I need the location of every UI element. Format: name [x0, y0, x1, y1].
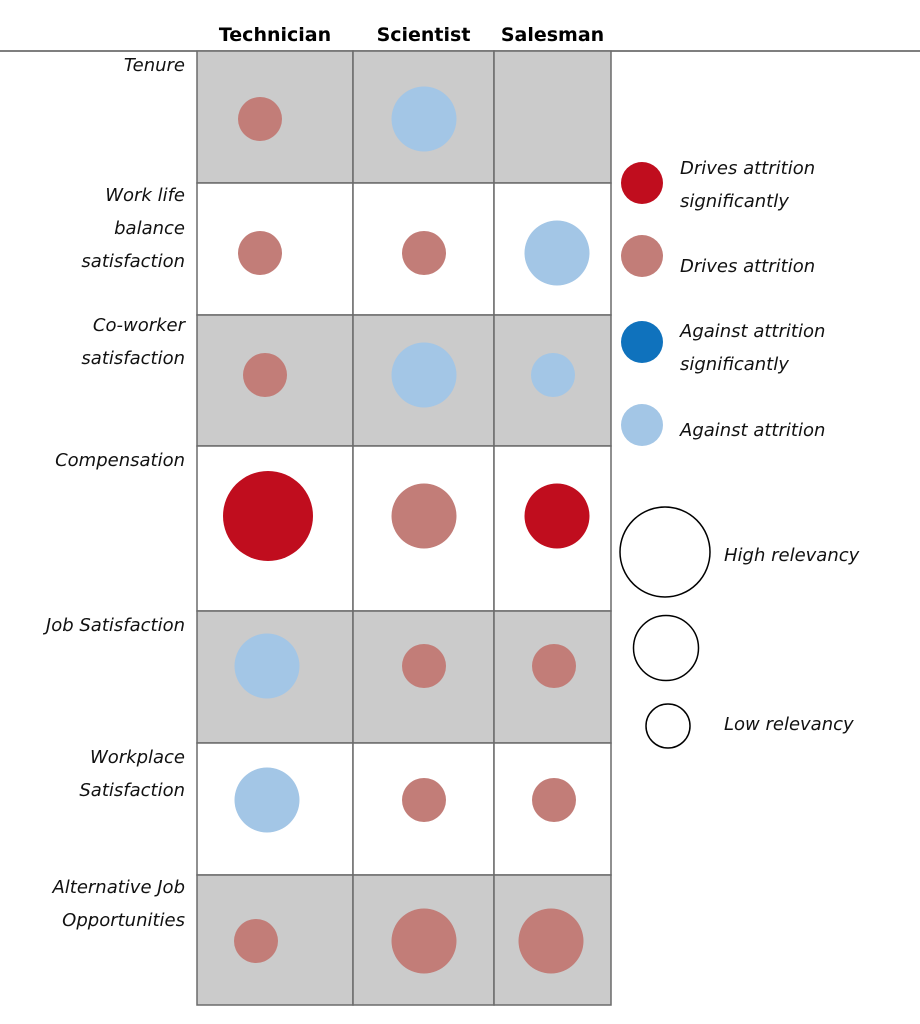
legend-size-low [645, 703, 691, 749]
row-label-line: Alternative Job [51, 877, 185, 898]
row-label-line: Co-worker [93, 315, 187, 336]
matrix-bubbles [223, 86, 590, 974]
bubble-job-satisfaction-scientist [402, 644, 446, 688]
row-label-tenure: Tenure [124, 55, 185, 76]
legend-label-drives: Drives attrition [680, 256, 815, 277]
bubble-alternative-job-opportunities-technician [234, 919, 278, 963]
column-header-technician: Technician [219, 24, 331, 46]
bubble-workplace-satisfaction-salesman [532, 778, 576, 822]
legend-label-against-significantly: Against attrition significantly [679, 321, 825, 375]
row-label-line: Satisfaction [79, 780, 185, 801]
row-label-co-worker-satisfaction: Co-worker satisfaction [81, 315, 186, 369]
legend-label-line: significantly [680, 354, 789, 375]
legend-swatch-drives-significantly [621, 162, 663, 204]
row-label-line: Work life [105, 185, 185, 206]
cell-tenure-salesman [493, 50, 612, 184]
legend-swatch-drives [621, 235, 663, 277]
legend-label-line: Against attrition [679, 321, 825, 342]
bubble-job-satisfaction-salesman [532, 644, 576, 688]
bubble-compensation-salesman [524, 483, 590, 549]
legend-label-against: Against attrition [679, 420, 825, 441]
column-header-salesman: Salesman [501, 24, 604, 46]
legend-label-drives-significantly: Drives attrition significantly [680, 158, 815, 212]
column-headers: Technician Scientist Salesman [219, 24, 604, 46]
row-label-workplace-satisfaction: Workplace Satisfaction [79, 747, 185, 801]
legend-size-label-very-high: High relevancy [724, 545, 860, 566]
legend-swatch-against [621, 404, 663, 446]
bubble-work-life-balance-satisfaction-salesman [524, 220, 590, 286]
row-label-alternative-job-opportunities: Alternative Job Opportunities [51, 877, 185, 931]
bubble-alternative-job-opportunities-scientist [391, 908, 457, 974]
bubble-workplace-satisfaction-technician [234, 767, 300, 833]
matrix-grid [196, 50, 612, 1006]
legend-label-line: Against attrition [679, 420, 825, 441]
bubble-work-life-balance-satisfaction-scientist [402, 231, 446, 275]
row-label-line: Workplace [90, 747, 185, 768]
column-header-scientist: Scientist [377, 24, 471, 46]
legend-label-line: Drives attrition [680, 158, 815, 179]
row-label-job-satisfaction: Job Satisfaction [43, 615, 185, 636]
bubble-compensation-technician [223, 471, 313, 561]
row-label-line: Job Satisfaction [43, 615, 185, 636]
bubble-alternative-job-opportunities-salesman [518, 908, 584, 974]
bubble-work-life-balance-satisfaction-technician [238, 231, 282, 275]
row-label-line: Tenure [124, 55, 185, 76]
bubble-co-worker-satisfaction-technician [243, 353, 287, 397]
bubble-tenure-scientist [391, 86, 457, 152]
legend-size-high [632, 614, 700, 682]
bubble-tenure-technician [238, 97, 282, 141]
legend-size-very-high [619, 506, 711, 598]
legend-swatch-against-significantly [621, 321, 663, 363]
row-label-work-life-balance-satisfaction: Work life balance satisfaction [81, 185, 185, 272]
row-label-line: satisfaction [81, 348, 185, 369]
row-label-line: Compensation [55, 450, 185, 471]
legend-label-line: significantly [680, 191, 789, 212]
row-label-compensation: Compensation [55, 450, 185, 471]
bubble-compensation-scientist [391, 483, 457, 549]
row-label-line: satisfaction [81, 251, 185, 272]
bubble-co-worker-satisfaction-salesman [531, 353, 575, 397]
bubble-job-satisfaction-technician [234, 633, 300, 699]
row-label-line: balance [114, 218, 185, 239]
row-label-line: Opportunities [62, 910, 185, 931]
legend-size-label-low: Low relevancy [724, 714, 854, 735]
legend-label-line: Drives attrition [680, 256, 815, 277]
bubble-co-worker-satisfaction-scientist [391, 342, 457, 408]
bubble-workplace-satisfaction-scientist [402, 778, 446, 822]
